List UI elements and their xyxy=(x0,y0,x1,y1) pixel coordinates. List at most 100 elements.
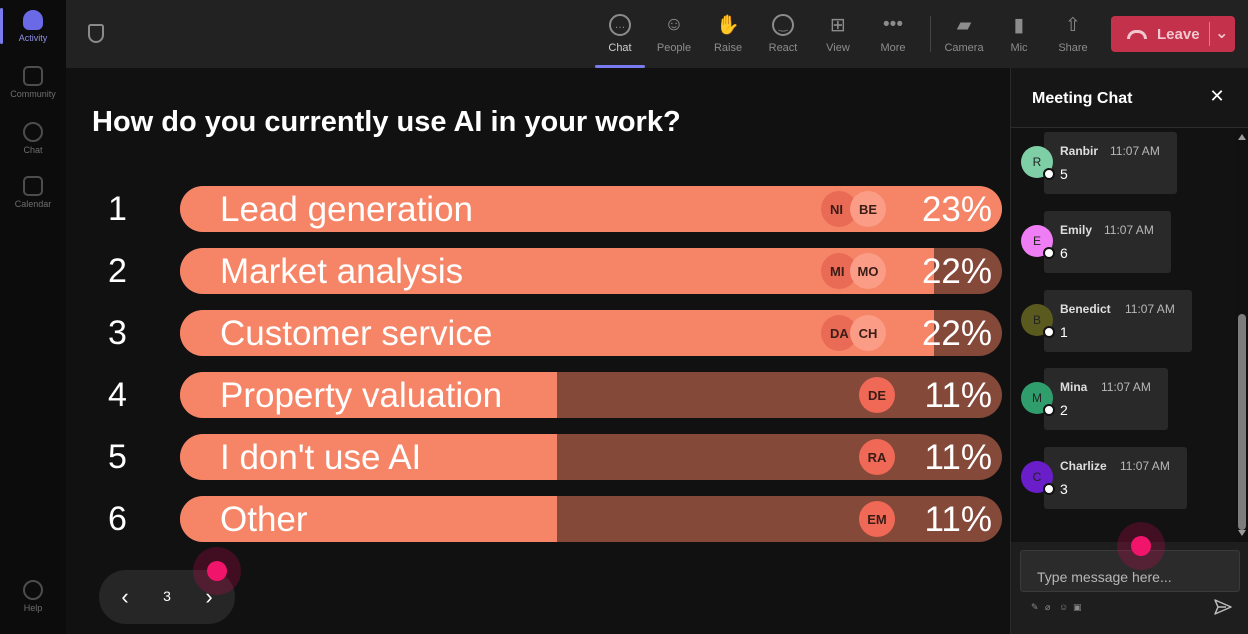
send-icon[interactable] xyxy=(1214,598,1232,616)
format-icon[interactable]: ✎ xyxy=(1031,602,1039,612)
poll-option-percent: 23% xyxy=(921,190,992,229)
rail-item-chat[interactable]: Chat xyxy=(0,112,66,162)
toolbar-react-button[interactable]: ‿ React xyxy=(756,8,810,62)
poll-option-percent: 11% xyxy=(924,500,992,539)
poll-option: 3 DA CH 22% Customer service xyxy=(92,310,1012,356)
chat-message: Emily 11:07 AM 6 E xyxy=(1019,209,1229,273)
poll-option-percent: 11% xyxy=(924,376,992,415)
previous-slide-button[interactable]: ‹ xyxy=(121,584,129,609)
calendar-icon xyxy=(23,176,43,196)
poll-option: 4 DE 11% Property valuation xyxy=(92,372,1012,418)
voter-avatar: DE xyxy=(859,377,895,413)
message-time: 11:07 AM xyxy=(1120,459,1170,473)
message-text: 6 xyxy=(1060,245,1068,261)
presence-status-icon xyxy=(1043,247,1055,259)
chat-message-input[interactable] xyxy=(1020,550,1240,592)
poll-option-label: Market analysis xyxy=(220,252,464,291)
message-bubble: Charlize 11:07 AM 3 xyxy=(1044,447,1187,509)
leave-button[interactable]: Leave ⌄ xyxy=(1111,16,1235,52)
toolbar-share-label: Share xyxy=(1058,42,1088,54)
message-sender: Ranbir xyxy=(1060,144,1099,158)
rail-item-calendar[interactable]: Calendar xyxy=(0,166,66,216)
poll-bar-fill xyxy=(180,496,557,542)
poll-option-number: 5 xyxy=(108,438,127,476)
message-time: 11:07 AM xyxy=(1110,144,1160,158)
rail-item-label: Community xyxy=(10,89,56,99)
presence-status-icon xyxy=(1043,483,1055,495)
chat-message: Benedict 11:07 AM 1 B xyxy=(1019,288,1229,352)
message-sender: Benedict xyxy=(1060,302,1111,316)
poll-option-label: I don't use AI xyxy=(220,438,422,477)
toolbar-more-label: More xyxy=(880,42,906,54)
rail-item-help[interactable]: Help xyxy=(0,570,66,620)
chat-scrollbar[interactable] xyxy=(1235,128,1248,542)
poll-stage: How do you currently use AI in your work… xyxy=(66,68,1010,634)
rail-item-community[interactable]: Community xyxy=(0,56,66,106)
scroll-thumb[interactable] xyxy=(1238,314,1246,530)
raise-hand-icon: ✋ xyxy=(716,15,740,36)
message-time: 11:07 AM xyxy=(1125,302,1175,316)
page-number: 3 xyxy=(163,588,171,604)
poll-option: 5 RA 11% I don't use AI xyxy=(92,434,1012,480)
poll-bar-fill xyxy=(180,372,557,418)
chat-icon: … xyxy=(609,14,631,36)
message-time: 11:07 AM xyxy=(1104,223,1154,237)
scroll-down-icon[interactable] xyxy=(1238,530,1246,536)
poll-bar-track: DA CH 22% xyxy=(180,310,1002,356)
chevron-down-icon[interactable]: ⌄ xyxy=(1215,25,1229,42)
presence-status-icon xyxy=(1043,326,1055,338)
chat-icon xyxy=(23,122,43,142)
message-bubble: Emily 11:07 AM 6 xyxy=(1044,211,1171,273)
poll-option-number: 6 xyxy=(108,500,127,538)
scroll-up-icon[interactable] xyxy=(1238,134,1246,140)
toolbar-camera-button[interactable]: ▰ Camera xyxy=(937,8,991,62)
poll-option-label: Other xyxy=(220,500,308,539)
leave-label: Leave xyxy=(1157,25,1200,43)
poll-bar-track: NI BE 23% xyxy=(180,186,1002,232)
poll-option: 1 NI BE 23% Lead generation xyxy=(92,186,1012,232)
poll-bar-fill xyxy=(180,248,934,294)
toolbar-raise-label: Raise xyxy=(713,42,743,54)
toolbar-people-button[interactable]: ☺ People xyxy=(647,8,701,62)
left-rail: Activity Community Chat Calendar Help xyxy=(0,0,66,634)
chat-message: Charlize 11:07 AM 3 C xyxy=(1019,445,1229,509)
presence-status-icon xyxy=(1043,168,1055,180)
message-bubble: Mina 11:07 AM 2 xyxy=(1044,368,1168,430)
close-icon[interactable]: ✕ xyxy=(1209,86,1225,106)
poll-option-number: 1 xyxy=(108,190,127,228)
poll-option-number: 4 xyxy=(108,376,127,414)
poll-option-number: 2 xyxy=(108,252,127,290)
poll-option-label: Lead generation xyxy=(220,190,473,229)
toolbar-more-button[interactable]: ••• More xyxy=(866,8,920,62)
rail-item-activity[interactable]: Activity xyxy=(0,0,66,50)
message-time: 11:07 AM xyxy=(1101,380,1151,394)
next-slide-button[interactable]: › xyxy=(205,584,213,609)
voter-avatar: CH xyxy=(850,315,886,351)
message-bubble: Ranbir 11:07 AM 5 xyxy=(1044,132,1177,194)
toolbar-view-button[interactable]: ⊞ View xyxy=(811,8,865,62)
toolbar-raise-button[interactable]: ✋ Raise xyxy=(701,8,755,62)
toolbar-camera-label: Camera xyxy=(944,42,984,54)
view-grid-icon: ⊞ xyxy=(830,14,846,36)
poll-question: How do you currently use AI in your work… xyxy=(92,106,681,138)
poll-option: 6 EM 11% Other xyxy=(92,496,1012,542)
poll-option-number: 3 xyxy=(108,314,127,352)
shield-icon xyxy=(88,24,104,43)
rail-item-label: Help xyxy=(23,603,43,613)
meeting-toolbar: … Chat ☺ People ✋ Raise ‿ React ⊞ View •… xyxy=(66,0,1248,68)
toolbar-divider xyxy=(930,16,931,52)
toolbar-chat-button[interactable]: … Chat xyxy=(593,8,647,68)
react-emoji-icon: ‿ xyxy=(772,14,794,36)
rail-item-label: Activity xyxy=(18,33,48,43)
chat-message-list[interactable]: Ranbir 11:07 AM 5 R Emily 11:07 AM 6 E Benedict 1… xyxy=(1011,128,1248,542)
toolbar-mic-button[interactable]: ▮ Mic xyxy=(992,8,1046,62)
emoji-icon[interactable]: ☺ xyxy=(1059,602,1069,612)
message-text: 1 xyxy=(1060,324,1068,340)
poll-option-label: Customer service xyxy=(220,314,493,353)
gif-icon[interactable]: ▣ xyxy=(1073,602,1082,612)
people-icon: ☺ xyxy=(664,14,684,35)
toolbar-share-button[interactable]: ⇧ Share xyxy=(1046,8,1100,62)
attach-icon[interactable]: ⌀ xyxy=(1045,602,1051,612)
pointer-cursor xyxy=(193,547,241,595)
poll-option-percent: 22% xyxy=(921,314,992,353)
